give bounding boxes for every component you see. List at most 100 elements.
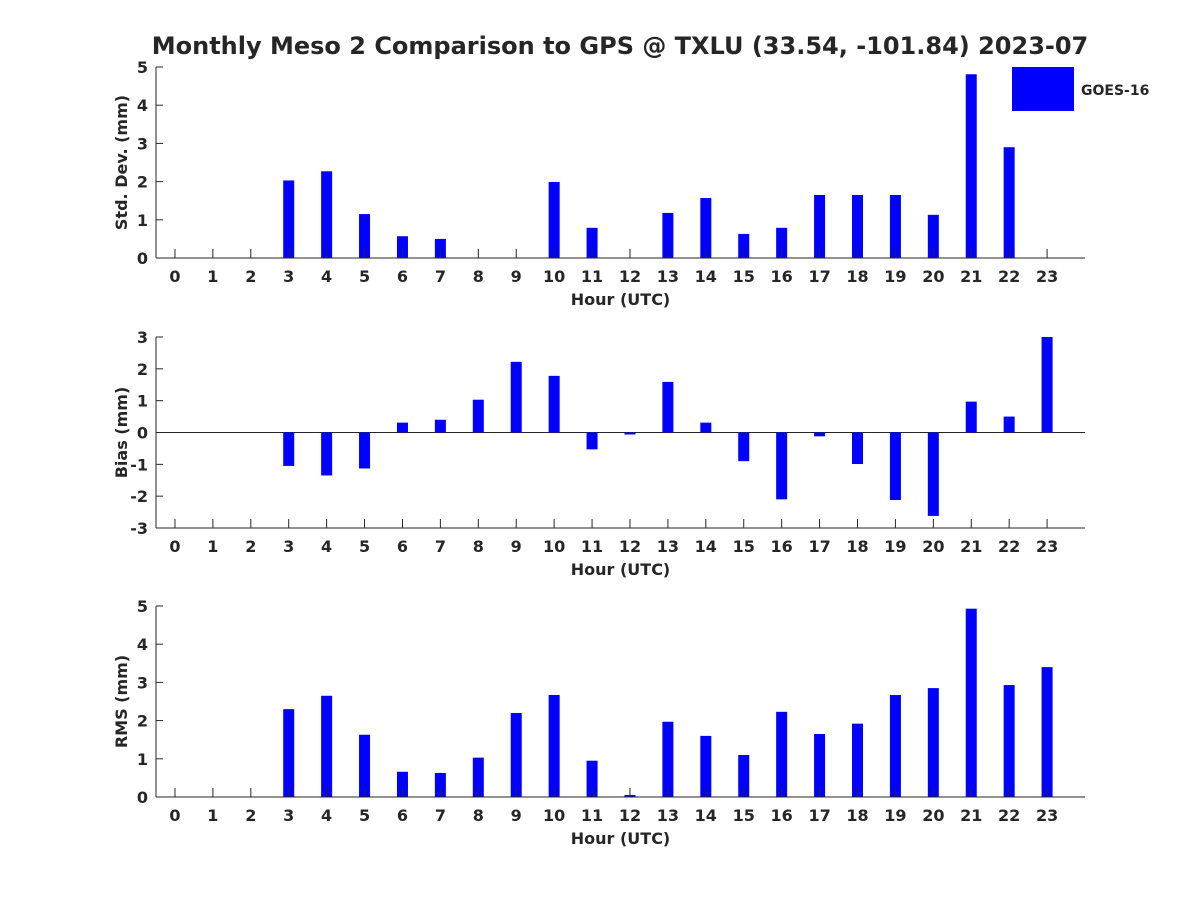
bar — [472, 757, 484, 797]
bar — [359, 432, 371, 469]
x-tick-label: 3 — [283, 267, 294, 286]
bar — [586, 227, 598, 258]
x-tick-label: 6 — [397, 267, 408, 286]
y-tick-label: 2 — [137, 173, 148, 192]
y-tick-label: 5 — [137, 597, 148, 616]
x-tick-label: 8 — [473, 267, 484, 286]
bar — [396, 422, 408, 433]
legend-label: GOES-16 — [1081, 83, 1149, 99]
bar — [814, 194, 826, 258]
x-tick-label: 1 — [207, 267, 218, 286]
bar — [434, 238, 446, 258]
bar — [1003, 147, 1015, 258]
bar — [434, 772, 446, 797]
bar — [662, 381, 674, 433]
x-tick-label: 0 — [169, 537, 180, 556]
bar — [814, 432, 826, 437]
x-tick-label: 5 — [359, 537, 370, 556]
x-tick-label: 23 — [1036, 537, 1058, 556]
x-tick-label: 1 — [207, 537, 218, 556]
x-tick-label: 2 — [245, 537, 256, 556]
x-tick-label: 13 — [657, 537, 679, 556]
x-tick-label: 21 — [960, 537, 982, 556]
x-tick-label: 11 — [581, 267, 603, 286]
x-tick-label: 15 — [733, 267, 755, 286]
bar — [965, 401, 977, 433]
x-tick-label: 21 — [960, 806, 982, 825]
y-tick-label: 1 — [137, 750, 148, 769]
bar — [662, 212, 674, 258]
bar — [1041, 337, 1053, 433]
x-tick-label: 14 — [695, 267, 717, 286]
bar — [889, 695, 901, 797]
bar — [889, 194, 901, 258]
legend: GOES-16 — [1012, 67, 1149, 111]
bar — [851, 723, 863, 797]
x-tick-label: 10 — [543, 537, 565, 556]
x-tick-label: 6 — [397, 806, 408, 825]
y-tick-label: 0 — [137, 788, 148, 807]
y-tick-label: 4 — [137, 635, 148, 654]
y-tick-label: 1 — [137, 211, 148, 230]
x-tick-label: 1 — [207, 806, 218, 825]
bar — [548, 375, 560, 433]
bar — [396, 236, 408, 258]
bar — [359, 214, 371, 258]
bar — [586, 760, 598, 797]
bar — [776, 227, 788, 258]
x-tick-label: 19 — [884, 267, 906, 286]
bar — [510, 361, 522, 433]
x-tick-label: 22 — [998, 267, 1020, 286]
x-tick-label: 23 — [1036, 806, 1058, 825]
x-tick-label: 11 — [581, 806, 603, 825]
x-tick-label: 10 — [543, 806, 565, 825]
y-tick-label: 4 — [137, 96, 148, 115]
bar — [1003, 685, 1015, 797]
bar — [738, 754, 750, 797]
bar — [321, 171, 333, 258]
x-tick-label: 9 — [511, 537, 522, 556]
bar — [700, 198, 712, 258]
bar — [814, 733, 826, 797]
x-tick-label: 3 — [283, 537, 294, 556]
y-axis-label: Std. Dev. (mm) — [112, 95, 131, 230]
x-tick-label: 8 — [473, 537, 484, 556]
x-tick-label: 13 — [657, 267, 679, 286]
x-tick-label: 9 — [511, 806, 522, 825]
x-tick-label: 14 — [695, 806, 717, 825]
x-tick-label: 20 — [922, 537, 944, 556]
bar — [738, 432, 750, 462]
x-tick-label: 8 — [473, 806, 484, 825]
bar — [851, 194, 863, 258]
x-tick-label: 15 — [733, 537, 755, 556]
x-tick-label: 6 — [397, 537, 408, 556]
x-tick-label: 17 — [808, 806, 830, 825]
x-tick-label: 5 — [359, 806, 370, 825]
bar — [548, 695, 560, 797]
bar — [738, 233, 750, 258]
y-tick-label: 0 — [137, 249, 148, 268]
bar — [434, 419, 446, 433]
x-tick-label: 13 — [657, 806, 679, 825]
bar — [321, 695, 333, 797]
x-tick-label: 18 — [846, 537, 868, 556]
x-tick-label: 4 — [321, 806, 332, 825]
x-tick-label: 2 — [245, 806, 256, 825]
x-tick-label: 0 — [169, 267, 180, 286]
y-tick-label: 5 — [137, 58, 148, 77]
bar — [927, 432, 939, 516]
y-tick-label: 1 — [137, 392, 148, 411]
y-axis-label: RMS (mm) — [112, 655, 131, 748]
y-tick-label: -3 — [130, 519, 148, 538]
x-tick-label: 0 — [169, 806, 180, 825]
y-tick-label: 3 — [137, 328, 148, 347]
x-tick-label: 16 — [771, 806, 793, 825]
bar — [283, 709, 295, 797]
x-tick-label: 20 — [922, 806, 944, 825]
y-tick-label: 2 — [137, 712, 148, 731]
x-tick-label: 12 — [619, 537, 641, 556]
bar — [927, 688, 939, 797]
